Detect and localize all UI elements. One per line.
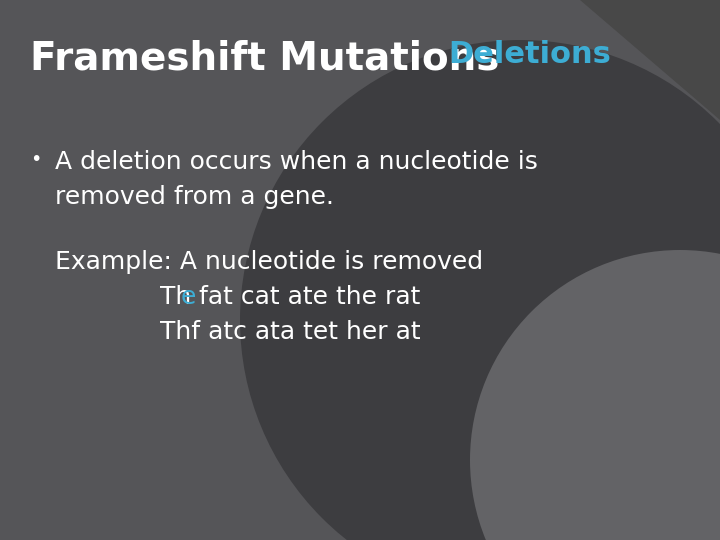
Text: fat cat ate the rat: fat cat ate the rat [191, 285, 420, 309]
Text: e: e [181, 285, 197, 309]
Text: Thf atc ata tet her at: Thf atc ata tet her at [160, 320, 420, 344]
Polygon shape [580, 0, 720, 120]
Ellipse shape [470, 250, 720, 540]
Text: A deletion occurs when a nucleotide is: A deletion occurs when a nucleotide is [55, 150, 538, 174]
Text: •: • [30, 150, 41, 169]
Text: removed from a gene.: removed from a gene. [55, 185, 334, 209]
Text: Deletions: Deletions [448, 40, 611, 69]
Ellipse shape [240, 40, 720, 540]
Text: Example: A nucleotide is removed: Example: A nucleotide is removed [55, 250, 483, 274]
Text: Th: Th [160, 285, 192, 309]
Text: Frameshift Mutations: Frameshift Mutations [30, 40, 513, 78]
